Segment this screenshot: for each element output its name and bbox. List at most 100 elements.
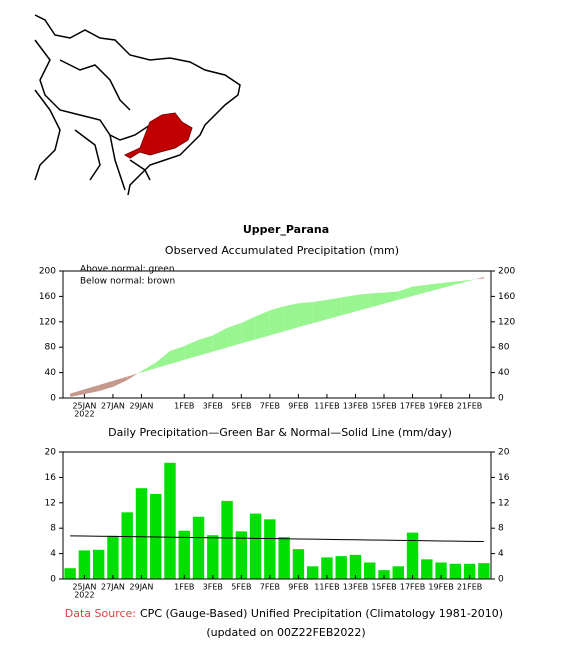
plot-frame xyxy=(62,451,492,580)
x-tick-label: 13FEB xyxy=(343,583,368,592)
x-tick-label: 13FEB xyxy=(343,402,368,411)
x-tick-label: 1FEB xyxy=(174,583,194,592)
bar xyxy=(335,556,347,579)
difference-area xyxy=(184,339,199,360)
x-tick-label: 3FEB xyxy=(203,402,223,411)
difference-area xyxy=(426,283,442,293)
x-tick-label: 5FEB xyxy=(231,583,251,592)
difference-area xyxy=(341,295,356,316)
updated: (updated on 00Z22FEB2022) xyxy=(206,626,365,639)
y-tick-label: 16 xyxy=(45,473,57,483)
year-label: 2022 xyxy=(74,591,94,600)
x-tick-label: 3FEB xyxy=(203,583,223,592)
difference-area xyxy=(212,327,228,352)
bar xyxy=(435,562,447,579)
difference-area xyxy=(441,281,456,289)
difference-area xyxy=(155,350,170,369)
bar xyxy=(78,550,91,579)
basin-region xyxy=(123,112,193,159)
bar xyxy=(378,570,390,579)
y-tick-label: 4 xyxy=(50,549,56,559)
x-tick-label: 1FEB xyxy=(174,402,194,411)
x-tick-label: 21FEB xyxy=(457,402,482,411)
bar xyxy=(478,563,490,579)
y-tick-label: 12 xyxy=(45,498,56,508)
difference-area xyxy=(170,346,185,365)
difference-area xyxy=(326,297,342,320)
difference-area xyxy=(474,277,484,280)
bar xyxy=(221,500,233,579)
bar xyxy=(107,535,119,579)
y-tick-label: 200 xyxy=(39,267,56,277)
x-tick-label: 7FEB xyxy=(260,583,280,592)
bar xyxy=(64,568,76,579)
source-label: Data Source: xyxy=(65,607,136,620)
map xyxy=(34,14,241,196)
bar xyxy=(364,562,376,579)
y-tick-label: 20 xyxy=(498,448,510,458)
y-tick-label: 0 xyxy=(50,394,56,404)
bar xyxy=(321,557,333,579)
y-tick-label: 20 xyxy=(45,448,57,458)
y-tick-label: 80 xyxy=(45,343,57,353)
difference-area xyxy=(112,376,128,387)
x-tick-label: 7FEB xyxy=(260,402,280,411)
bar xyxy=(264,519,276,579)
y-tick-label: 12 xyxy=(498,498,509,508)
difference-area xyxy=(455,280,470,285)
year-label: 2022 xyxy=(74,410,94,419)
coastline xyxy=(34,14,241,196)
y-tick-label: 120 xyxy=(498,317,515,327)
bar xyxy=(150,493,162,579)
bar xyxy=(292,549,305,579)
bar xyxy=(306,566,319,579)
bar xyxy=(421,559,433,579)
y-tick-label: 40 xyxy=(45,368,57,378)
y-tick-label: 0 xyxy=(498,394,504,404)
bar xyxy=(92,549,105,579)
source: CPC (Gauge-Based) Unified Precipitation … xyxy=(140,607,503,620)
difference-area xyxy=(284,303,299,332)
legend-entry: Below normal: brown xyxy=(80,277,175,287)
difference-area xyxy=(355,293,370,312)
difference-area xyxy=(241,316,256,344)
difference-area xyxy=(312,299,327,324)
bar xyxy=(249,513,262,579)
bar xyxy=(178,530,190,579)
chart-title: Upper_Parana xyxy=(243,223,329,236)
y-tick-label: 200 xyxy=(498,267,515,277)
difference-area xyxy=(369,292,384,308)
x-tick-label: 11FEB xyxy=(314,583,339,592)
border xyxy=(59,59,131,111)
difference-area xyxy=(398,286,413,300)
legend-entry: Above normal: green xyxy=(80,265,175,275)
difference-area xyxy=(137,371,142,374)
y-tick-label: 40 xyxy=(498,368,510,378)
bar xyxy=(406,532,419,579)
bar xyxy=(463,563,476,579)
border xyxy=(34,39,151,141)
x-tick-label: 9FEB xyxy=(288,583,308,592)
x-tick-label: 29JAN xyxy=(130,583,154,592)
bar xyxy=(392,566,404,579)
x-tick-label: 15FEB xyxy=(371,583,396,592)
difference-area xyxy=(98,380,113,392)
x-tick-label: 25JAN xyxy=(72,402,96,411)
y-tick-label: 120 xyxy=(39,317,56,327)
bar xyxy=(192,516,205,579)
x-tick-label: 19FEB xyxy=(428,583,453,592)
y-tick-label: 0 xyxy=(50,575,56,585)
border xyxy=(129,159,151,181)
bar xyxy=(278,537,290,579)
bar xyxy=(207,535,219,579)
chart-title: Daily Precipitation—Green Bar & Normal—S… xyxy=(108,426,452,439)
difference-area xyxy=(469,279,475,281)
difference-area xyxy=(127,373,138,381)
y-tick-label: 16 xyxy=(498,473,510,483)
x-tick-label: 27JAN xyxy=(101,402,125,411)
x-tick-label: 9FEB xyxy=(288,402,308,411)
y-tick-label: 160 xyxy=(498,292,515,302)
difference-area xyxy=(70,389,85,397)
x-tick-label: 11FEB xyxy=(314,402,339,411)
